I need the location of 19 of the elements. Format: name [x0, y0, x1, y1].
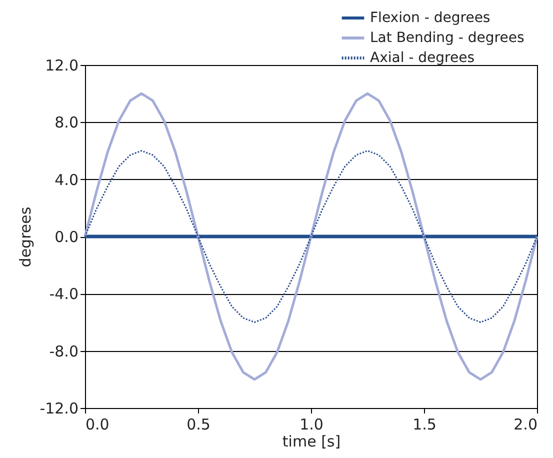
y-axis-title: degrees [16, 206, 35, 268]
y-tick-label: -4.0 [49, 285, 78, 304]
legend-label: Lat Bending - degrees [370, 30, 524, 46]
x-tick-label: 2.0 [514, 416, 538, 434]
y-tick-label: 8.0 [54, 114, 78, 132]
x-axis-title: time [s] [282, 432, 341, 450]
y-tick-label: 0.0 [54, 228, 78, 246]
y-tick-label: -12.0 [40, 400, 78, 418]
x-tick-label: 0.5 [186, 416, 210, 434]
y-tick-label: -8.0 [49, 342, 78, 360]
line-series [84, 150, 538, 323]
x-tick-label: 1.0 [300, 416, 324, 434]
line-series [84, 92, 538, 381]
x-tick-label: 1.5 [412, 416, 436, 434]
x-tick-label: 0.0 [86, 416, 110, 434]
legend-label: Axial - degrees [370, 50, 475, 66]
legend-label: Flexion - degrees [370, 10, 490, 26]
y-tick-label: 4.0 [54, 170, 78, 189]
y-tick-label: 12.0 [45, 56, 78, 74]
